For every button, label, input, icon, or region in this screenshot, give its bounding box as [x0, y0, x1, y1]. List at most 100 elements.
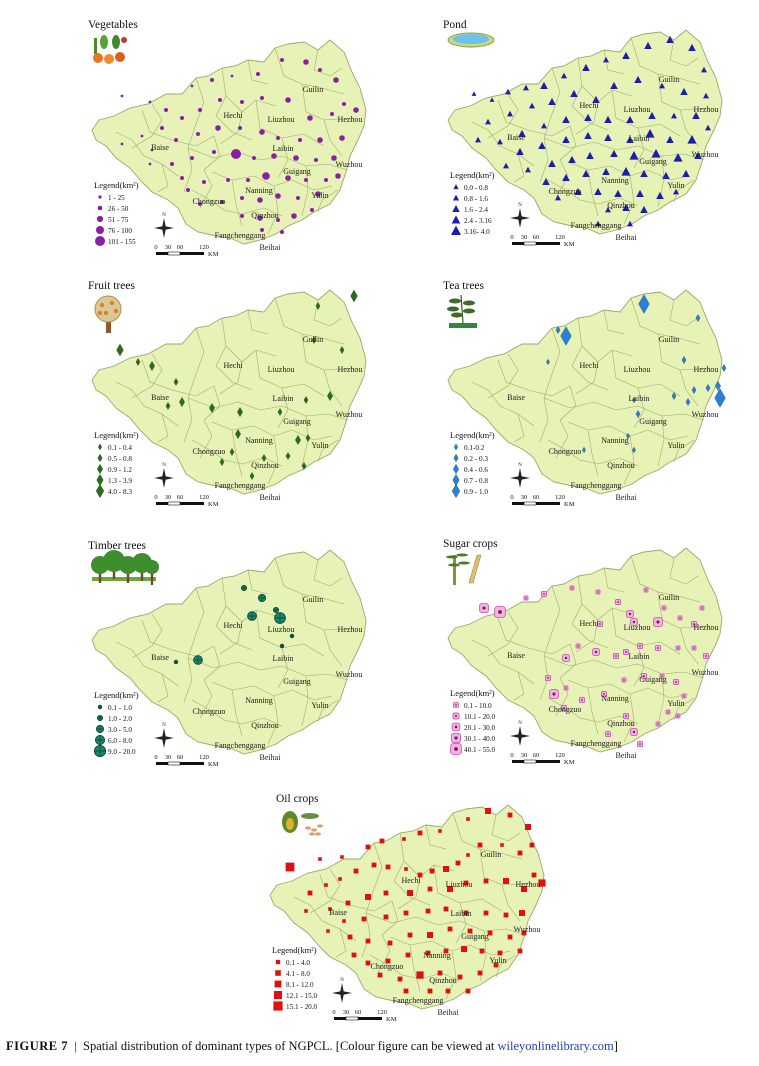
county-boundary [673, 439, 695, 463]
data-symbol [304, 909, 308, 913]
county-boundary [313, 559, 343, 587]
city-label-hechi: Hechi [223, 361, 243, 370]
data-symbol [627, 220, 633, 227]
city-label-hezhou: Hezhou [338, 115, 363, 124]
data-symbol [673, 188, 679, 195]
county-boundary [199, 135, 221, 209]
legend-symbol [96, 226, 104, 234]
scale-tick: 30 [521, 494, 528, 501]
county-boundary [183, 587, 205, 703]
legend-label: 0.9 - 1.2 [108, 466, 132, 474]
data-symbol [656, 191, 664, 200]
data-symbol [687, 134, 697, 144]
county-boundary [513, 671, 525, 701]
data-symbol [640, 169, 648, 178]
city-label-guilin: Guilin [303, 595, 323, 604]
map-panel-fruit: Fruit trees Guilin Hechi Liuzhou Hezhou Baise… [88, 280, 367, 508]
city-label-guigang: Guigang [639, 417, 667, 426]
city-label-guilin: Guilin [303, 335, 323, 344]
county-boundary [301, 333, 355, 371]
north-arrow-icon: N [332, 978, 352, 1003]
city-label-yulin: Yulin [311, 191, 328, 200]
city-label-qinzhou: Qinzhou [251, 461, 279, 470]
county-boundary [365, 912, 527, 936]
legend-symbol [454, 443, 458, 451]
scale-tick: 0 [154, 494, 157, 501]
data-symbol [643, 587, 649, 593]
forest-icon [91, 550, 159, 585]
province-map: Guilin Hechi Liuzhou Hezhou Baise Laibin Wuzho… [447, 29, 723, 242]
data-symbol [610, 149, 618, 158]
scale-tick: 120 [377, 1009, 387, 1016]
legend-symbol [451, 722, 461, 732]
data-symbol [507, 812, 513, 818]
data-symbol [538, 141, 546, 150]
county-boundary [183, 77, 205, 193]
city-label-qinzhou: Qinzhou [607, 201, 635, 210]
county-boundary [543, 137, 705, 161]
county-boundary [657, 333, 711, 371]
county-boundary [323, 369, 343, 407]
county-boundary [587, 429, 599, 477]
scale-tick: 30 [165, 754, 172, 761]
city-label-chongzuo: Chongzuo [371, 962, 404, 971]
data-symbol [365, 938, 371, 944]
county-boundary [623, 435, 635, 485]
data-symbol [314, 158, 318, 162]
city-label-fangchenggang: Fangchenggang [215, 231, 266, 240]
city-label-wuzhou: Wuzhou [692, 150, 719, 159]
city-label-fangchenggang: Fangchenggang [571, 221, 622, 230]
data-symbol [417, 830, 423, 836]
data-symbol [465, 988, 471, 994]
data-symbol [578, 696, 586, 704]
data-symbol [427, 932, 433, 938]
scale-tick: 0 [154, 244, 157, 251]
data-symbol [562, 173, 570, 182]
city-label-laibin: Laibin [629, 394, 650, 403]
data-symbol [681, 693, 687, 699]
scale-tick: 60 [177, 494, 184, 501]
legend-label: 26 - 50 [108, 205, 129, 213]
city-label-yulin: Yulin [489, 956, 506, 965]
scale-tick: 60 [533, 234, 540, 241]
data-symbol [347, 934, 353, 940]
data-symbol [694, 151, 702, 160]
data-symbol [673, 152, 683, 162]
legend-symbol [273, 1001, 283, 1011]
caption-link[interactable]: wileyonlinelibrary.com [497, 1039, 614, 1053]
county-boundary [487, 611, 519, 657]
county-boundary [115, 131, 179, 177]
county-boundary [309, 868, 341, 914]
data-symbol [541, 122, 547, 129]
data-symbol [315, 302, 321, 310]
county-boundary [313, 299, 343, 327]
figure-caption: FIGURE 7 | Spatial distribution of domin… [6, 1039, 756, 1054]
data-symbol [582, 446, 586, 454]
data-symbol [542, 177, 550, 186]
scale-tick: 120 [555, 494, 565, 501]
data-symbol [425, 908, 431, 914]
county-boundary [301, 165, 309, 217]
data-symbol [569, 585, 575, 591]
city-label-hezhou: Hezhou [338, 625, 363, 634]
county-boundary [673, 697, 695, 721]
city-label-guilin: Guilin [659, 593, 679, 602]
legend-symbol [98, 195, 102, 199]
county-boundary [247, 309, 269, 335]
scale-tick: 120 [555, 234, 565, 241]
data-symbol [305, 434, 311, 442]
data-symbol [190, 84, 194, 88]
data-symbol [403, 910, 409, 916]
county-boundary [377, 900, 399, 974]
data-symbol [443, 866, 449, 872]
data-symbol [285, 862, 295, 872]
city-label-chongzuo: Chongzuo [193, 197, 226, 206]
city-label-laibin: Laibin [629, 134, 650, 143]
county-boundary [231, 689, 243, 737]
legend-symbol [97, 205, 103, 211]
county-boundary [247, 59, 269, 85]
data-symbol [691, 386, 697, 394]
county-boundary [487, 353, 519, 399]
data-symbol [303, 59, 309, 65]
data-symbol [240, 196, 244, 200]
